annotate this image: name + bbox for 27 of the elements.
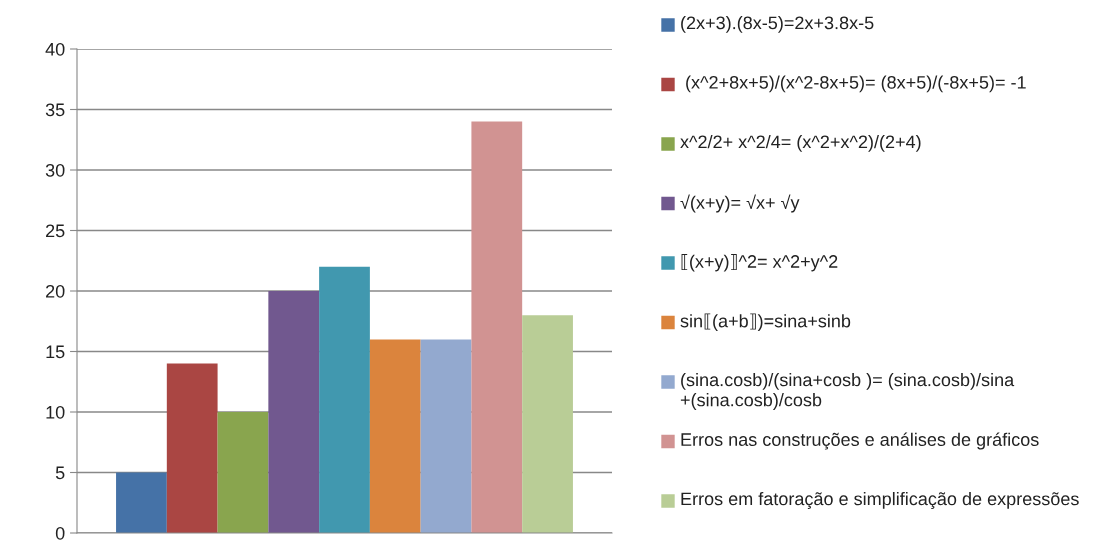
y-tick-label: 5 (55, 466, 65, 480)
y-tick-label: 20 (46, 284, 65, 298)
y-tick-label: 25 (46, 224, 65, 238)
bar (217, 412, 269, 533)
legend-label: Erros em fatoração e simplificação de expressões (681, 492, 1079, 509)
bar (319, 266, 370, 533)
bar (369, 339, 421, 533)
legend-label: ⟦(x+y)⟧^2= x^2+y^2 (681, 254, 838, 272)
y-tick-label: 0 (55, 526, 65, 540)
bar (522, 315, 573, 533)
y-tick-label: 35 (45, 103, 65, 117)
bar (268, 291, 320, 533)
legend-label: (sina.cosb)/(sina+cosb )= (sina.cosb)/sina +(sina.cosb)/cosb (680, 373, 1015, 410)
y-tick-label: 15 (46, 345, 65, 359)
legend-label: x^2/2+ x^2/4= (x^2+x^2)/(2+4) (680, 135, 921, 152)
bar (116, 472, 167, 533)
bar (166, 363, 218, 533)
y-tick-label: 30 (45, 163, 65, 177)
bar (420, 339, 472, 533)
legend-label: (2x+3).(8x-5)=2x+3.8x-5 (681, 16, 874, 33)
legend-label: sin⟦(a+b⟧)=sina+sinb (680, 313, 851, 331)
bar (471, 121, 523, 533)
legend-label: (x^2+8x+5)/(x^2-8x+5)= (8x+5)/(-8x+5)= -1 (686, 75, 1026, 93)
legend-label: Erros nas construções e análises de gráficos (681, 432, 1039, 450)
legend-label: √(x+y)= √x+ √y (680, 194, 800, 213)
y-tick-label: 10 (46, 405, 65, 419)
y-tick-label: 40 (45, 42, 65, 56)
